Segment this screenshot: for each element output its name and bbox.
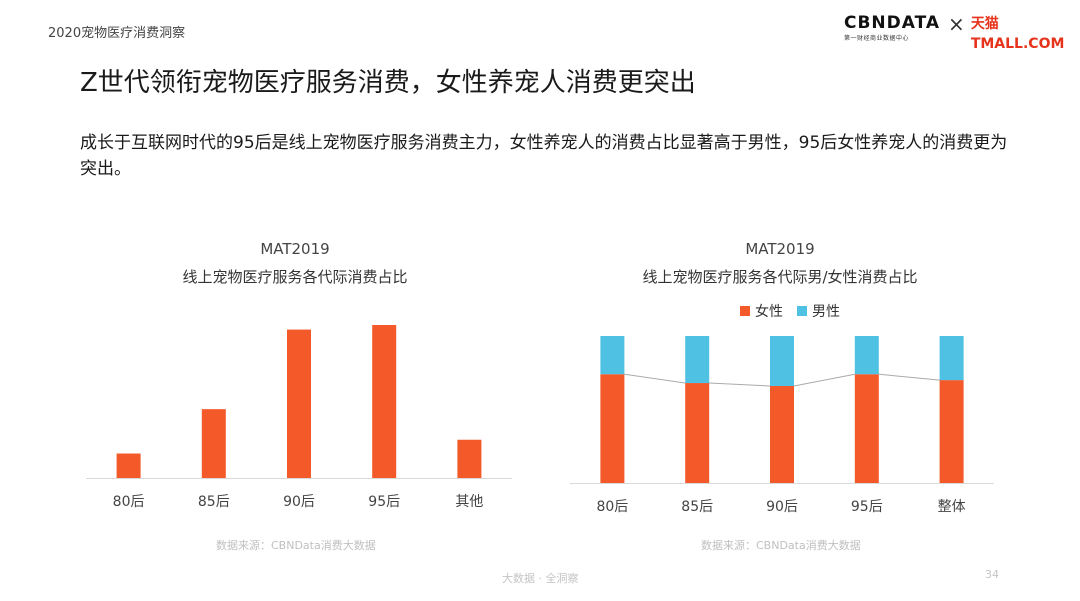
footer-slogan: 大数据 · 全洞察 (502, 572, 579, 585)
report-title: 2020宠物医疗消费洞察 (48, 26, 186, 41)
chart1-bar (372, 325, 397, 478)
chart2-bar-male (939, 336, 964, 381)
chart2-bar-male (685, 336, 710, 384)
chart1-x-tick-label: 95后 (368, 494, 400, 510)
chart2-title: 线上宠物医疗服务各代际男/女性消费占比 (642, 268, 918, 286)
chart1-bar (457, 439, 482, 478)
chart2-x-tick-label: 85后 (681, 499, 713, 515)
chart1-x-tick-label: 85后 (198, 494, 230, 510)
legend-label-male: 男性 (812, 304, 840, 320)
legend-item-male: 男性 (797, 301, 840, 321)
page-subtitle: 成长于互联网时代的95后是线上宠物医疗服务消费主力，女性养宠人的消费占比显著高于… (80, 133, 1008, 179)
chart1-bar (287, 329, 311, 478)
chart2-bar-male (770, 336, 794, 386)
chart1-x-tick-label: 其他 (455, 494, 483, 510)
chart2-bar-male (600, 336, 625, 375)
chart2-bar-male (854, 336, 879, 375)
page-title: Z世代领衔宠物医疗服务消费，女性养宠人消费更突出 (80, 68, 696, 98)
chart1-bar (201, 409, 226, 478)
chart2-connector-line (793, 373, 855, 387)
chart1-x-tick-label: 80后 (113, 494, 145, 510)
chart2-connector-line (878, 373, 940, 381)
legend-swatch-male (797, 306, 807, 316)
chart2-bar-female (600, 374, 625, 483)
chart2-connector-line (709, 382, 771, 387)
tmall-logo: 天猫 TMALL.COM (970, 16, 1065, 52)
chart1-period-label: MAT2019 (260, 240, 330, 258)
chart1-bar (116, 453, 141, 478)
chart2-bar-female (770, 385, 794, 483)
chart2-bar-female (854, 374, 879, 483)
chart2-period-label: MAT2019 (745, 240, 815, 258)
chart2-legend: 女性 男性 (740, 301, 854, 321)
chart2-bar-female (685, 383, 710, 483)
legend-swatch-female (740, 306, 750, 316)
chart1-source-note: 数据来源：CBNData消费大数据 (216, 539, 376, 552)
logo-group: CBNDATA 第一财经商业数据中心 × 天猫 TMALL.COM (844, 14, 1080, 54)
cross-icon: × (948, 12, 965, 36)
chart1-x-tick-label: 90后 (283, 494, 315, 510)
chart2-bar-female (939, 380, 964, 483)
cbndata-logo: CBNDATA 第一财经商业数据中心 (844, 14, 940, 42)
chart2-x-tick-label: 90后 (766, 499, 798, 515)
chart2-source-note: 数据来源：CBNData消费大数据 (701, 539, 861, 552)
chart2-x-tick-label: 80后 (596, 499, 628, 515)
chart2-x-tick-label: 整体 (938, 499, 966, 515)
cbndata-logo-subtext: 第一财经商业数据中心 (844, 35, 910, 42)
legend-item-female: 女性 (740, 301, 783, 321)
page-number: 34 (985, 568, 999, 581)
chart2-x-tick-label: 95后 (851, 499, 883, 515)
chart2-connector-line (624, 373, 686, 384)
chart1-title: 线上宠物医疗服务各代际消费占比 (182, 268, 408, 286)
cbndata-logo-text: CBNDATA (844, 13, 941, 33)
legend-label-female: 女性 (755, 304, 783, 320)
